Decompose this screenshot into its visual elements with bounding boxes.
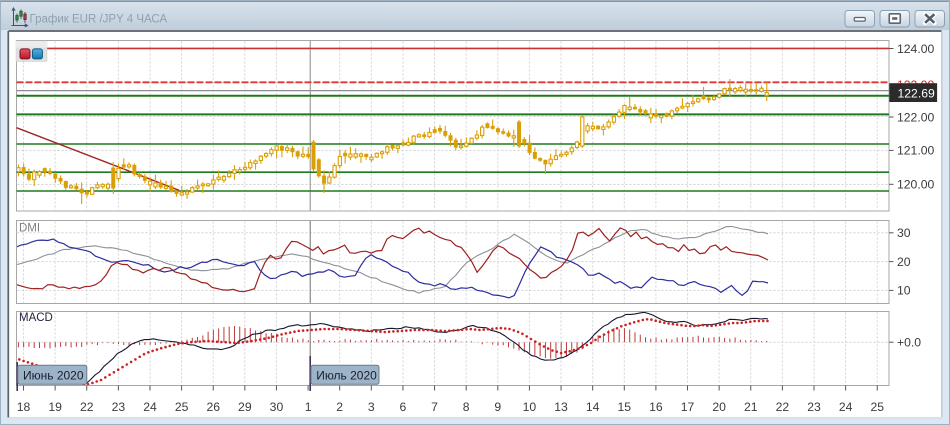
svg-text:15: 15 [617,400,631,414]
svg-text:19: 19 [48,400,62,414]
svg-text:26: 26 [206,400,220,414]
svg-text:122.69: 122.69 [898,87,935,101]
svg-text:25: 25 [175,400,189,414]
svg-text:30: 30 [897,226,911,240]
svg-text:24: 24 [839,400,853,414]
svg-text:DMI: DMI [19,223,40,235]
svg-text:8: 8 [463,400,470,414]
svg-text:17: 17 [681,400,695,414]
svg-text:121.00: 121.00 [897,144,934,158]
svg-text:9: 9 [494,400,501,414]
svg-text:22: 22 [80,400,94,414]
svg-text:23: 23 [112,400,126,414]
svg-text:20: 20 [712,400,726,414]
svg-text:30: 30 [270,400,284,414]
svg-text:124.00: 124.00 [897,42,934,56]
svg-text:24: 24 [143,400,157,414]
svg-text:16: 16 [649,400,663,414]
svg-text:20: 20 [897,255,911,269]
svg-text:2: 2 [336,400,343,414]
svg-text:3: 3 [368,400,375,414]
svg-text:13: 13 [554,400,568,414]
svg-text:7: 7 [431,400,438,414]
svg-text:10: 10 [897,284,911,298]
svg-text:Июль 2020: Июль 2020 [316,369,377,383]
svg-text:25: 25 [870,400,884,414]
svg-text:29: 29 [238,400,252,414]
svg-text:График EUR /JPY 4 ЧАСА: График EUR /JPY 4 ЧАСА [30,13,168,25]
svg-text:+0.0: +0.0 [897,336,921,350]
svg-text:10: 10 [523,400,537,414]
svg-text:23: 23 [807,400,821,414]
svg-text:MACD: MACD [19,312,53,324]
svg-text:6: 6 [400,400,407,414]
svg-text:122.00: 122.00 [897,110,934,124]
svg-text:120.00: 120.00 [897,178,934,192]
svg-text:18: 18 [17,400,31,414]
svg-text:14: 14 [586,400,600,414]
svg-text:21: 21 [744,400,758,414]
svg-text:22: 22 [776,400,790,414]
svg-text:Июнь 2020: Июнь 2020 [23,369,84,383]
svg-text:1: 1 [305,400,312,414]
